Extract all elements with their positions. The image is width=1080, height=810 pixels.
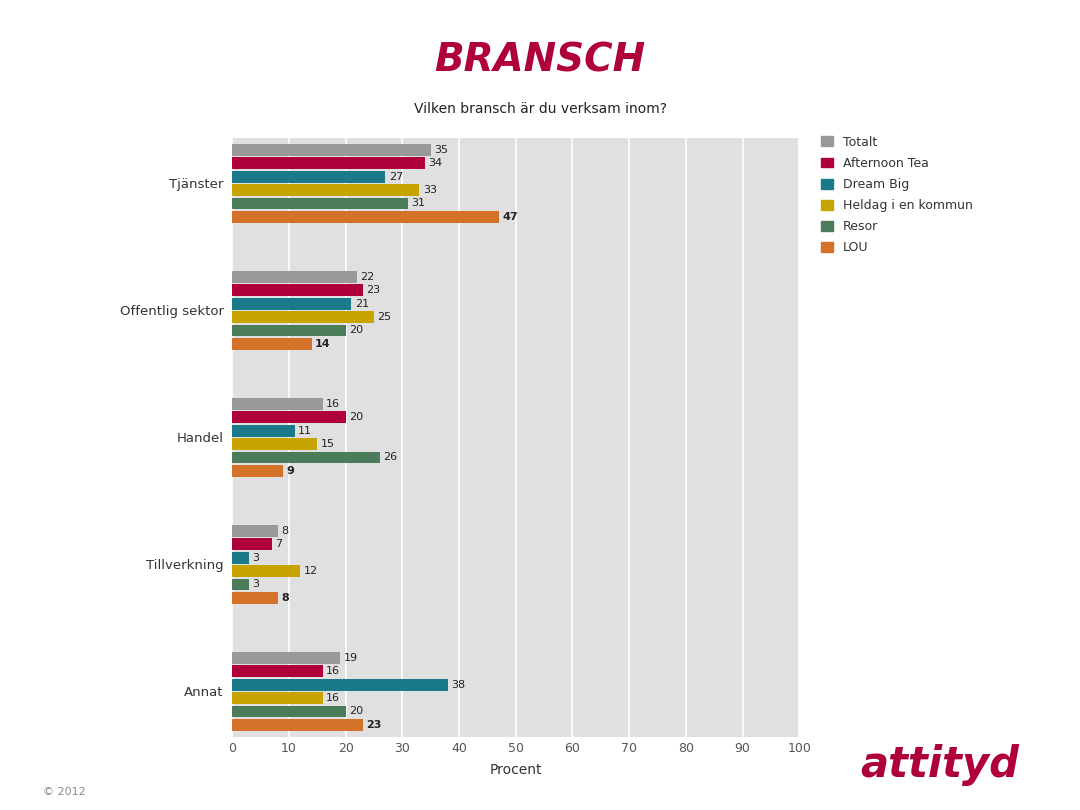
- Bar: [232, 525, 278, 537]
- Text: 25: 25: [377, 312, 391, 322]
- Text: 20: 20: [349, 326, 363, 335]
- Text: 11: 11: [298, 426, 312, 436]
- Text: Vilken bransch är du verksam inom?: Vilken bransch är du verksam inom?: [414, 102, 666, 117]
- Bar: [232, 338, 311, 350]
- Legend: Totalt, Afternoon Tea, Dream Big, Heldag i en kommun, Resor, LOU: Totalt, Afternoon Tea, Dream Big, Heldag…: [816, 132, 976, 258]
- Bar: [232, 666, 323, 677]
- Text: 8: 8: [281, 526, 288, 536]
- Bar: [232, 171, 386, 182]
- Bar: [232, 157, 426, 169]
- Bar: [232, 565, 300, 577]
- Text: 16: 16: [326, 693, 340, 703]
- Text: 9: 9: [286, 466, 295, 475]
- Text: 33: 33: [422, 185, 436, 195]
- Bar: [232, 552, 249, 564]
- Text: 3: 3: [253, 579, 259, 590]
- Bar: [232, 719, 363, 731]
- Bar: [232, 298, 351, 309]
- Text: 22: 22: [361, 272, 375, 282]
- Text: 31: 31: [411, 198, 426, 208]
- X-axis label: Procent: Procent: [489, 763, 542, 778]
- Bar: [232, 144, 431, 156]
- Bar: [232, 398, 323, 410]
- Text: 23: 23: [366, 285, 380, 296]
- Bar: [232, 652, 340, 664]
- Bar: [232, 465, 283, 477]
- Bar: [232, 424, 295, 437]
- Text: 35: 35: [434, 145, 448, 155]
- Text: 20: 20: [349, 412, 363, 422]
- Bar: [232, 211, 499, 223]
- Bar: [232, 198, 408, 209]
- Text: © 2012: © 2012: [43, 787, 86, 797]
- Text: BRANSCH: BRANSCH: [434, 42, 646, 79]
- Text: 47: 47: [502, 211, 517, 222]
- Bar: [232, 578, 249, 590]
- Text: 26: 26: [383, 453, 397, 463]
- Bar: [232, 539, 272, 550]
- Bar: [232, 311, 374, 323]
- Bar: [232, 184, 419, 196]
- Text: attityd: attityd: [860, 744, 1020, 786]
- Text: 7: 7: [275, 539, 282, 549]
- Bar: [232, 592, 278, 603]
- Text: 34: 34: [429, 158, 443, 168]
- Bar: [232, 325, 346, 336]
- Bar: [232, 284, 363, 296]
- Text: 12: 12: [303, 566, 318, 576]
- Text: 19: 19: [343, 653, 357, 663]
- Text: 21: 21: [354, 299, 368, 309]
- Text: 27: 27: [389, 172, 403, 181]
- Text: 16: 16: [326, 667, 340, 676]
- Text: 38: 38: [451, 680, 465, 690]
- Text: 15: 15: [321, 439, 335, 449]
- Bar: [232, 438, 318, 450]
- Bar: [232, 271, 356, 283]
- Text: 3: 3: [253, 552, 259, 563]
- Bar: [232, 411, 346, 424]
- Bar: [232, 451, 380, 463]
- Text: 20: 20: [349, 706, 363, 717]
- Text: 23: 23: [366, 720, 381, 730]
- Text: 14: 14: [315, 339, 330, 349]
- Text: 16: 16: [326, 399, 340, 409]
- Bar: [232, 679, 447, 691]
- Bar: [232, 693, 323, 704]
- Text: 8: 8: [281, 593, 288, 603]
- Bar: [232, 706, 346, 718]
